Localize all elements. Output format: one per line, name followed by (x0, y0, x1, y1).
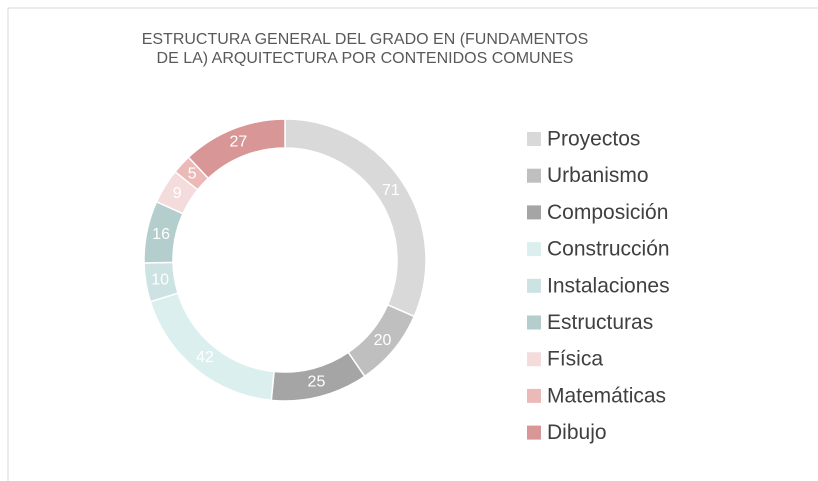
legend-swatch (527, 352, 541, 367)
donut-segment (284, 118, 427, 318)
legend-swatch (527, 278, 541, 293)
data-label: 71 (382, 182, 400, 199)
legend-label: Estructuras (547, 311, 653, 334)
legend-swatch (527, 425, 541, 440)
legend-label: Composición (547, 201, 668, 224)
legend-label: Matemáticas (547, 384, 666, 407)
data-label: 27 (230, 134, 248, 151)
legend-label: Urbanismo (547, 164, 649, 187)
legend-swatch (527, 205, 541, 220)
data-label: 16 (152, 226, 170, 243)
legend-swatch (527, 388, 541, 403)
donut-segment (149, 292, 275, 402)
data-label: 5 (188, 165, 197, 182)
data-label: 25 (308, 374, 326, 391)
legend-label: Proyectos (547, 128, 640, 151)
chart-title: ESTRUCTURA GENERAL DEL GRADO EN (FUNDAME… (141, 31, 589, 67)
legend-label: Instalaciones (547, 274, 670, 297)
legend-label: Dibujo (547, 421, 607, 444)
data-label: 10 (151, 271, 169, 288)
legend-swatch (527, 242, 541, 257)
data-label: 9 (173, 185, 182, 202)
legend-label: Construcción (547, 238, 670, 261)
donut-segment (187, 118, 286, 180)
data-label: 42 (196, 349, 214, 366)
legend-swatch (527, 168, 541, 183)
legend-swatch (527, 315, 541, 330)
legend-swatch (527, 132, 541, 146)
data-label: 20 (374, 332, 392, 349)
legend-label: Física (547, 348, 603, 371)
